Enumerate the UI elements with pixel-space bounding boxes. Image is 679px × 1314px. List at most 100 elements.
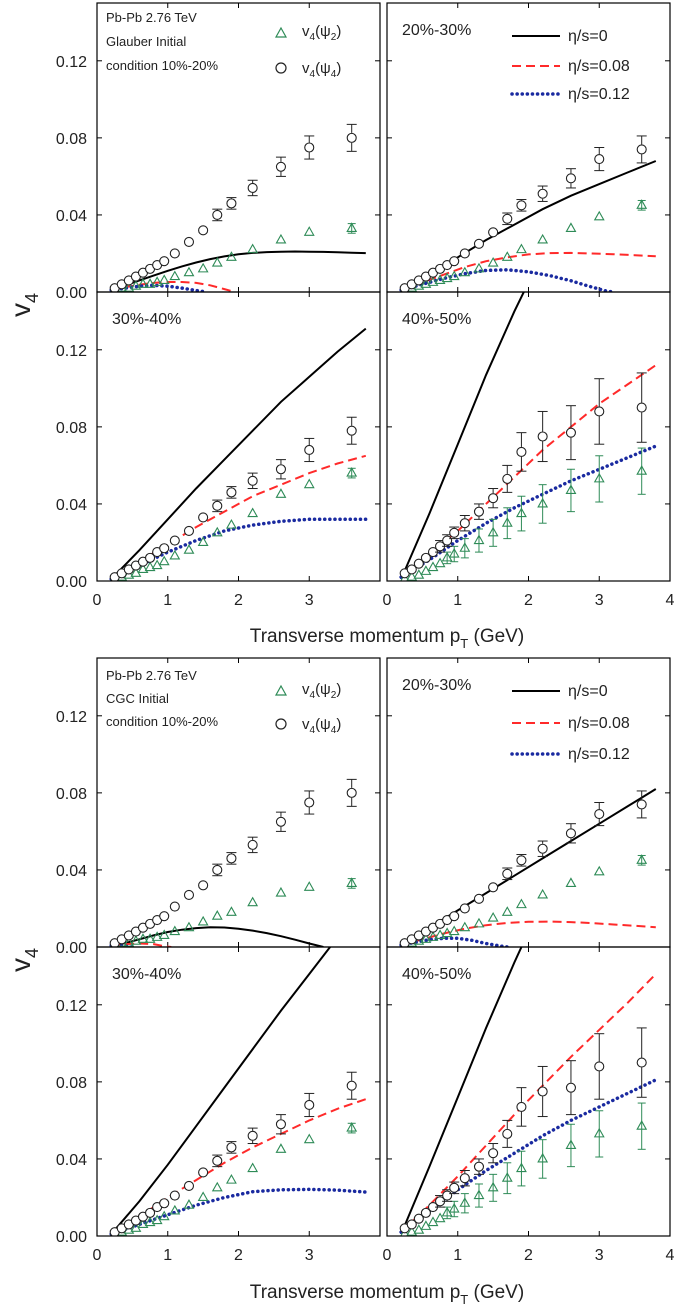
x-tick-label: 3 — [595, 1247, 604, 1264]
legend-eta0-label: η/s=0 — [568, 28, 608, 45]
psi4-point — [537, 1086, 548, 1097]
psi2-point — [275, 233, 287, 244]
info-line: Pb-Pb 2.76 TeV — [106, 668, 197, 683]
psi4-point — [226, 198, 237, 209]
psi4-point — [212, 500, 223, 511]
legend-eta012-label: η/s=0.12 — [568, 746, 630, 763]
psi4-point — [346, 425, 357, 436]
psi4-point — [169, 1190, 180, 1201]
psi2-point — [434, 274, 446, 284]
psi4-point — [198, 225, 209, 236]
psi2-point — [225, 519, 237, 529]
psi2-point — [275, 886, 287, 897]
psi4-point — [473, 506, 485, 517]
psi2-point — [565, 1139, 577, 1149]
psi4-point — [565, 828, 577, 839]
psi4-point — [516, 200, 527, 211]
psi2-point — [459, 266, 471, 277]
psi2-point — [459, 542, 471, 552]
x-tick-label: 2 — [234, 1247, 243, 1264]
y-tick-label: 0.00 — [56, 1229, 87, 1246]
psi2-point — [473, 534, 485, 545]
psi2-point — [183, 544, 195, 554]
eta012-curve — [399, 444, 658, 579]
psi2-point — [537, 1152, 549, 1163]
legend-eta012-label: η/s=0.12 — [568, 86, 630, 103]
psi2-point — [275, 488, 287, 498]
psi2-point — [151, 931, 163, 941]
psi4-point — [449, 527, 460, 538]
psi4-point — [442, 535, 453, 546]
panel-centrality-label: 40%-50% — [402, 311, 471, 328]
psi4-point — [212, 864, 223, 875]
psi2-point — [144, 1216, 156, 1227]
psi4-point — [442, 1190, 453, 1201]
psi4-point — [594, 154, 605, 165]
psi4-point — [226, 487, 237, 498]
y-tick-label: 0.04 — [56, 1152, 87, 1169]
psi2-point — [183, 921, 195, 932]
x-tick-label: 2 — [524, 1247, 533, 1264]
psi4-point — [594, 406, 605, 417]
eta008-curve — [400, 973, 657, 1233]
psi2-point — [636, 465, 648, 475]
info-line: condition 10%-20% — [106, 58, 218, 73]
psi2-point — [137, 278, 149, 288]
psi4-point — [636, 799, 647, 810]
psi2-point — [169, 1204, 181, 1215]
psi4-point — [159, 543, 170, 554]
psi2-point — [303, 1133, 315, 1144]
psi2-point — [487, 256, 499, 267]
psi4-point — [488, 1148, 499, 1159]
psi4-point — [449, 911, 460, 922]
panel-centrality-label: 30%-40% — [112, 966, 181, 983]
psi2-point — [501, 906, 513, 916]
psi2-point — [225, 251, 237, 261]
legend-triangle-marker — [274, 26, 288, 38]
psi2-point — [593, 1127, 605, 1138]
psi2-point — [346, 1121, 358, 1132]
psi2-point — [420, 278, 432, 288]
psi2-point — [137, 933, 149, 943]
psi2-point — [158, 929, 170, 939]
psi2-point — [448, 925, 460, 936]
psi2-point — [144, 278, 156, 288]
psi2-point — [158, 555, 170, 566]
psi4-point — [449, 1182, 460, 1193]
psi4-point — [247, 182, 258, 194]
x-tick-label: 4 — [666, 1247, 675, 1264]
x-tick-label: 2 — [234, 592, 243, 609]
psi2-point — [400, 572, 410, 581]
line-legend-block2: η/s=0 η/s=0.08 η/s=0.12 — [510, 683, 630, 763]
panel-8: 40%-50% 0 1 2 3 4 — [383, 946, 675, 1264]
psi4-point — [537, 843, 548, 854]
psi4-point — [226, 1142, 237, 1153]
psi4-point — [488, 882, 499, 893]
psi2-point — [400, 1227, 410, 1236]
psi2-point — [183, 266, 195, 277]
psi2-point — [247, 1162, 259, 1173]
psi4-point — [516, 1101, 527, 1112]
psi4-point — [459, 1173, 470, 1184]
y-tick-label: 0.12 — [56, 998, 87, 1015]
x-axis-title-block2: Transverse momentum pT (GeV) — [250, 1282, 524, 1307]
psi2-point — [183, 1199, 195, 1209]
psi2-point — [565, 484, 577, 494]
psi4-point — [346, 1080, 357, 1091]
psi2-point — [434, 929, 446, 939]
psi2-point — [169, 549, 181, 560]
psi4-point — [413, 1213, 424, 1224]
psi4-point — [459, 903, 470, 914]
y-tick-label: 0.08 — [56, 420, 87, 437]
psi4-point — [304, 444, 315, 456]
psi2-point — [197, 1191, 209, 1202]
psi2-point — [593, 210, 605, 221]
eta0-curve — [111, 926, 324, 947]
plot-area — [399, 788, 657, 947]
info-box-block2: Pb-Pb 2.76 TeV CGC Initial condition 10%… — [106, 668, 218, 729]
x-tick-label: 3 — [305, 1247, 314, 1264]
x-tick-label: 2 — [524, 592, 533, 609]
psi4-point — [159, 911, 170, 922]
psi4-point — [304, 1099, 315, 1111]
